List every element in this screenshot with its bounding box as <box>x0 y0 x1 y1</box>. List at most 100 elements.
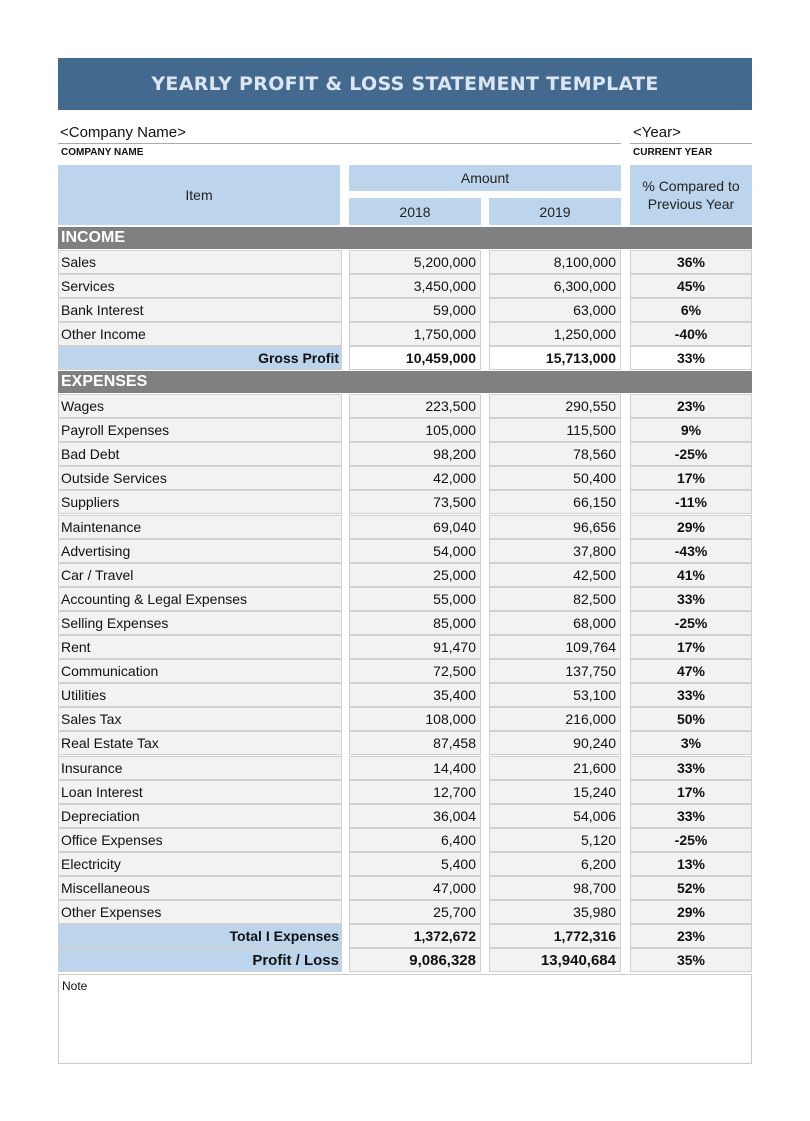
item-label[interactable]: Profit / Loss <box>58 948 342 973</box>
amount-2019[interactable]: 98,700 <box>489 876 621 900</box>
item-label[interactable]: Gross Profit <box>58 346 342 371</box>
amount-2019[interactable]: 21,600 <box>489 755 621 780</box>
amount-2019[interactable]: 290,550 <box>489 394 621 418</box>
amount-2018[interactable]: 3,450,000 <box>349 274 481 299</box>
amount-2018[interactable]: 47,000 <box>349 876 481 900</box>
amount-2019[interactable]: 1,250,000 <box>489 322 621 347</box>
amount-2018[interactable]: 59,000 <box>349 298 481 323</box>
amount-2019[interactable]: 6,200 <box>489 851 621 876</box>
amount-2019[interactable]: 115,500 <box>489 418 621 443</box>
amount-2019[interactable]: 6,300,000 <box>489 274 621 299</box>
amount-2019[interactable]: 96,656 <box>489 514 621 539</box>
amount-2019[interactable]: 216,000 <box>489 707 621 732</box>
item-label[interactable]: Rent <box>58 635 342 659</box>
amount-2018[interactable]: 98,200 <box>349 442 481 467</box>
note-box[interactable]: Note <box>58 974 752 1064</box>
amount-2018[interactable]: 108,000 <box>349 707 481 732</box>
pct-change[interactable]: 17% <box>630 779 752 804</box>
amount-2019[interactable]: 109,764 <box>489 635 621 659</box>
pct-change[interactable]: -11% <box>630 490 752 515</box>
amount-2018[interactable]: 1,372,672 <box>349 924 481 949</box>
pct-change[interactable]: 33% <box>630 803 752 828</box>
amount-2018[interactable]: 36,004 <box>349 803 481 828</box>
amount-2018[interactable]: 69,040 <box>349 514 481 539</box>
item-label[interactable]: Suppliers <box>58 490 342 515</box>
amount-2018[interactable]: 55,000 <box>349 586 481 611</box>
amount-2018[interactable]: 105,000 <box>349 418 481 443</box>
item-label[interactable]: Office Expenses <box>58 827 342 852</box>
amount-2019[interactable]: 1,772,316 <box>489 924 621 949</box>
amount-2018[interactable]: 73,500 <box>349 490 481 515</box>
pct-change[interactable]: -25% <box>630 610 752 635</box>
pct-change[interactable]: 36% <box>630 250 752 274</box>
amount-2019[interactable]: 13,940,684 <box>489 948 621 973</box>
amount-2018[interactable]: 91,470 <box>349 635 481 659</box>
amount-2019[interactable]: 5,120 <box>489 827 621 852</box>
amount-2019[interactable]: 53,100 <box>489 683 621 708</box>
amount-2019[interactable]: 66,150 <box>489 490 621 515</box>
pct-change[interactable]: 41% <box>630 562 752 587</box>
amount-2018[interactable]: 223,500 <box>349 394 481 418</box>
amount-2019[interactable]: 8,100,000 <box>489 250 621 274</box>
amount-2019[interactable]: 78,560 <box>489 442 621 467</box>
amount-2019[interactable]: 54,006 <box>489 803 621 828</box>
item-label[interactable]: Communication <box>58 659 342 684</box>
pct-change[interactable]: 45% <box>630 274 752 299</box>
amount-2019[interactable]: 90,240 <box>489 731 621 756</box>
pct-change[interactable]: 47% <box>630 659 752 684</box>
amount-2019[interactable]: 15,713,000 <box>489 346 621 371</box>
item-label[interactable]: Insurance <box>58 755 342 780</box>
pct-change[interactable]: 35% <box>630 948 752 973</box>
pct-change[interactable]: 33% <box>630 586 752 611</box>
amount-2018[interactable]: 1,750,000 <box>349 322 481 347</box>
item-label[interactable]: Depreciation <box>58 803 342 828</box>
item-label[interactable]: Wages <box>58 394 342 418</box>
pct-change[interactable]: -43% <box>630 538 752 563</box>
item-label[interactable]: Other Expenses <box>58 900 342 925</box>
item-label[interactable]: Electricity <box>58 851 342 876</box>
item-label[interactable]: Real Estate Tax <box>58 731 342 756</box>
amount-2018[interactable]: 12,700 <box>349 779 481 804</box>
item-label[interactable]: Advertising <box>58 538 342 563</box>
pct-change[interactable]: -25% <box>630 442 752 467</box>
amount-2018[interactable]: 35,400 <box>349 683 481 708</box>
amount-2018[interactable]: 5,200,000 <box>349 250 481 274</box>
item-label[interactable]: Bank Interest <box>58 298 342 323</box>
amount-2019[interactable]: 68,000 <box>489 610 621 635</box>
item-label[interactable]: Bad Debt <box>58 442 342 467</box>
pct-change[interactable]: 33% <box>630 683 752 708</box>
amount-2019[interactable]: 63,000 <box>489 298 621 323</box>
amount-2018[interactable]: 5,400 <box>349 851 481 876</box>
item-label[interactable]: Payroll Expenses <box>58 418 342 443</box>
item-label[interactable]: Maintenance <box>58 514 342 539</box>
pct-change[interactable]: 6% <box>630 298 752 323</box>
pct-change[interactable]: 29% <box>630 514 752 539</box>
pct-change[interactable]: 17% <box>630 635 752 659</box>
item-label[interactable]: Utilities <box>58 683 342 708</box>
pct-change[interactable]: 9% <box>630 418 752 443</box>
amount-2018[interactable]: 25,000 <box>349 562 481 587</box>
pct-change[interactable]: -40% <box>630 322 752 347</box>
pct-change[interactable]: 23% <box>630 924 752 949</box>
pct-change[interactable]: 17% <box>630 466 752 491</box>
amount-2018[interactable]: 9,086,328 <box>349 948 481 973</box>
pct-change[interactable]: 33% <box>630 346 752 371</box>
item-label[interactable]: Miscellaneous <box>58 876 342 900</box>
item-label[interactable]: Services <box>58 274 342 299</box>
pct-change[interactable]: 29% <box>630 900 752 925</box>
amount-2019[interactable]: 37,800 <box>489 538 621 563</box>
amount-2018[interactable]: 72,500 <box>349 659 481 684</box>
amount-2018[interactable]: 10,459,000 <box>349 346 481 371</box>
pct-change[interactable]: 23% <box>630 394 752 418</box>
amount-2018[interactable]: 54,000 <box>349 538 481 563</box>
pct-change[interactable]: 50% <box>630 707 752 732</box>
item-label[interactable]: Sales <box>58 250 342 274</box>
amount-2018[interactable]: 14,400 <box>349 755 481 780</box>
year-field[interactable]: <Year> <box>633 124 681 141</box>
item-label[interactable]: Car / Travel <box>58 562 342 587</box>
pct-change[interactable]: 52% <box>630 876 752 900</box>
pct-change[interactable]: 13% <box>630 851 752 876</box>
amount-2018[interactable]: 25,700 <box>349 900 481 925</box>
amount-2019[interactable]: 82,500 <box>489 586 621 611</box>
amount-2019[interactable]: 35,980 <box>489 900 621 925</box>
